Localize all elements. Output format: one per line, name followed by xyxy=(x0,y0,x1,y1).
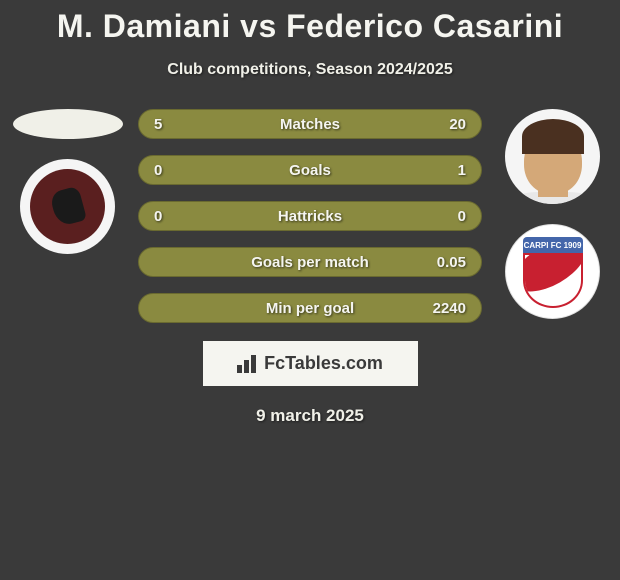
chart-icon xyxy=(237,355,259,373)
stat-value-left: 0 xyxy=(154,162,162,179)
player1-column xyxy=(5,109,130,323)
stat-value-right: 0.05 xyxy=(437,254,466,271)
stat-label: Goals per match xyxy=(154,254,466,271)
stat-bar-hattricks: 0 Hattricks 0 xyxy=(138,201,482,231)
stat-label: Matches xyxy=(154,116,466,133)
club1-logo-inner xyxy=(30,169,105,244)
stat-value-left: 0 xyxy=(154,208,162,225)
stat-bar-goals: 0 Goals 1 xyxy=(138,155,482,185)
stat-value-right: 1 xyxy=(458,162,466,179)
player2-name: Federico Casarini xyxy=(286,8,563,44)
date-text: 9 march 2025 xyxy=(0,406,620,426)
shield-icon: CARPI FC 1909 xyxy=(523,237,583,307)
stat-value-left: 5 xyxy=(154,116,162,133)
stat-label: Min per goal xyxy=(154,300,466,317)
player2-column: CARPI FC 1909 xyxy=(490,109,615,323)
horse-icon xyxy=(48,186,86,228)
stat-bar-min-per-goal: Min per goal 2240 xyxy=(138,293,482,323)
stat-value-right: 0 xyxy=(458,208,466,225)
stat-value-right: 2240 xyxy=(433,300,466,317)
stat-bar-matches: 5 Matches 20 xyxy=(138,109,482,139)
comparison-widget: M. Damiani vs Federico Casarini Club com… xyxy=(0,0,620,426)
comparison-title: M. Damiani vs Federico Casarini xyxy=(0,8,620,45)
player1-name: M. Damiani xyxy=(57,8,231,44)
player1-photo-placeholder xyxy=(13,109,123,139)
comparison-body: 5 Matches 20 0 Goals 1 0 Hattricks 0 Goa… xyxy=(0,109,620,323)
stat-label: Goals xyxy=(154,162,466,179)
stat-label: Hattricks xyxy=(154,208,466,225)
club2-badge-text: CARPI FC 1909 xyxy=(523,237,583,255)
brand-box: FcTables.com xyxy=(203,341,418,386)
club1-logo xyxy=(20,159,115,254)
club2-logo: CARPI FC 1909 xyxy=(505,224,600,319)
brand-text: FcTables.com xyxy=(264,353,383,374)
stat-bar-goals-per-match: Goals per match 0.05 xyxy=(138,247,482,277)
player2-photo xyxy=(505,109,600,204)
vs-text: vs xyxy=(240,8,277,44)
stat-value-right: 20 xyxy=(449,116,466,133)
subtitle: Club competitions, Season 2024/2025 xyxy=(0,61,620,79)
face-icon xyxy=(518,117,588,197)
stats-column: 5 Matches 20 0 Goals 1 0 Hattricks 0 Goa… xyxy=(130,109,490,323)
